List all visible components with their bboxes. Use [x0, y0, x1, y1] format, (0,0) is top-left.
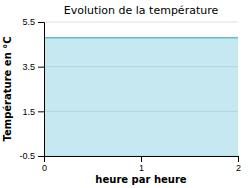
chart-svg: 0 1 2 -0.5 1.5 3.5 5.5 Evolution de la températ…	[0, 0, 250, 188]
y-axis-label: Température en °C	[2, 36, 13, 141]
tick: 1.5	[22, 107, 44, 117]
x-axis: 0 1 2	[42, 156, 241, 173]
tick: -0.5	[19, 151, 44, 161]
tick: 3.5	[22, 62, 44, 72]
title: Evolution de la température	[64, 4, 219, 17]
tick: 2	[236, 156, 241, 173]
axis-line	[45, 157, 239, 163]
tick-label: 2	[236, 163, 241, 173]
tick-mark	[238, 156, 239, 162]
line	[44, 37, 238, 39]
y-axis: -0.5 1.5 3.5 5.5	[19, 17, 44, 161]
tick-label: -0.5	[19, 151, 35, 161]
tick-label: 3.5	[22, 62, 35, 72]
tick-label: 5.5	[22, 17, 35, 27]
tick-label: 1.5	[22, 107, 35, 117]
tick-label: 0	[42, 163, 47, 173]
x-axis-label: heure par heure	[95, 174, 186, 185]
tick-mark	[38, 156, 44, 157]
chart-container: 0 1 2 -0.5 1.5 3.5 5.5 Evolution de la températ…	[0, 0, 250, 188]
tick-label: 1	[139, 163, 144, 173]
axis-line	[38, 23, 45, 157]
grid-line	[44, 22, 238, 23]
tick-mark	[38, 111, 44, 112]
tick: 0	[42, 156, 47, 173]
tick-mark	[141, 156, 142, 162]
tick-mark	[38, 67, 44, 68]
grid	[44, 22, 238, 156]
plot-area	[44, 38, 238, 156]
tick: 1	[139, 156, 144, 173]
tick: 5.5	[22, 17, 44, 27]
tick-mark	[38, 22, 44, 23]
area-fill	[44, 38, 238, 156]
plot-root: 0 1 2 -0.5 1.5 3.5 5.5	[19, 17, 241, 173]
